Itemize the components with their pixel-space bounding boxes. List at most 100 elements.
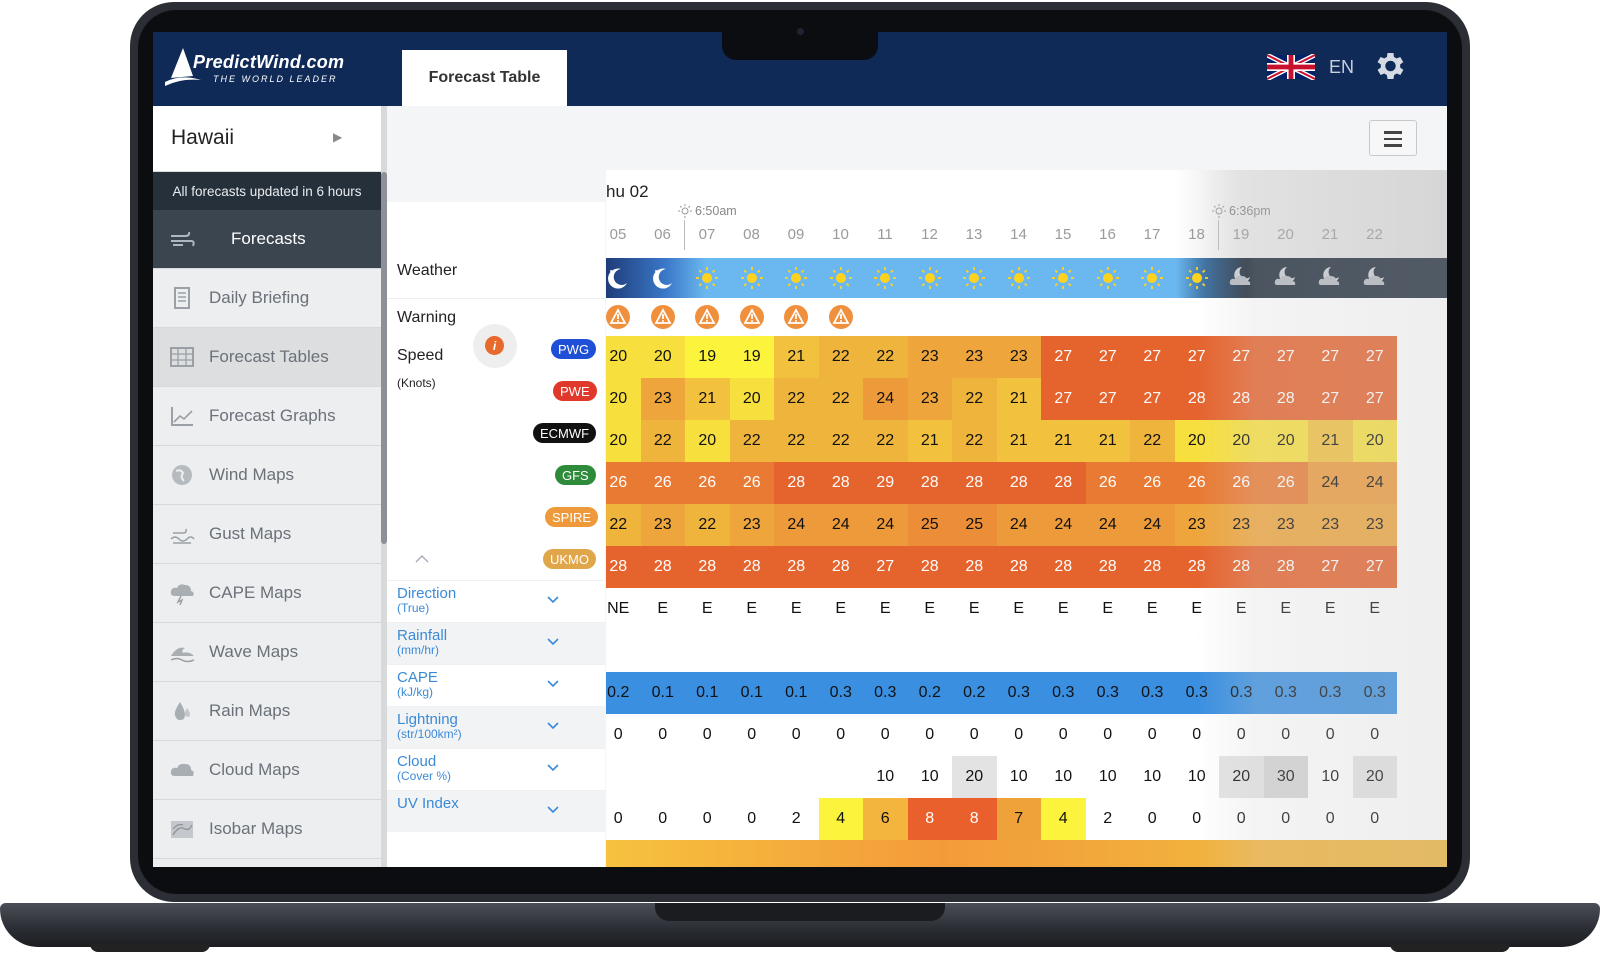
- cloud-unit: (Cover %): [397, 769, 452, 783]
- sidebar-item-wind-maps[interactable]: Wind Maps: [153, 446, 381, 505]
- hour-label: 05: [609, 226, 627, 243]
- row-labels: Weather Warning Speed (Knots) i PWG PWE …: [387, 202, 605, 867]
- sidebar-item-daily-briefing[interactable]: Daily Briefing: [153, 269, 381, 328]
- gear-icon[interactable]: [1371, 48, 1407, 84]
- model-badge-spire[interactable]: SPIRE: [545, 507, 599, 527]
- wind-speed-cell: 28: [1263, 378, 1308, 420]
- hour-label: 12: [921, 226, 938, 243]
- model-name: UKMO: [550, 551, 589, 567]
- wind-speed-cell: 23: [640, 504, 685, 546]
- model-badge-gfs[interactable]: GFS: [555, 465, 596, 485]
- wind-speed-cell: 21: [1041, 420, 1086, 462]
- wind-speed-cell: 23: [1308, 504, 1353, 546]
- direction-row-toggle[interactable]: Direction (True): [387, 580, 605, 622]
- sidebar-item-isobar-maps[interactable]: Isobar Maps: [153, 800, 381, 859]
- cape-row-toggle[interactable]: CAPE (kJ/kg): [387, 664, 605, 706]
- model-name: PWE: [560, 383, 590, 399]
- wind-speed-cell: 24: [996, 504, 1041, 546]
- warning-icon[interactable]: [650, 304, 676, 330]
- laptop-base-notch: [655, 903, 945, 921]
- warning-icon[interactable]: [783, 304, 809, 330]
- wind-speed-cell: 23: [907, 336, 952, 378]
- location-selector[interactable]: Hawaii ▶: [153, 106, 381, 172]
- sunset-icon: [1212, 204, 1226, 218]
- cloud-cell: 10: [1130, 756, 1175, 798]
- wind-speed-cell: 22: [952, 420, 997, 462]
- chevron-down-icon: [547, 722, 559, 730]
- wind-speed-cell: 28: [952, 462, 997, 504]
- uv-cell: 0: [1352, 798, 1397, 840]
- document-icon: [174, 287, 190, 309]
- wind-speed-cell: 23: [640, 378, 685, 420]
- direction-cell: E: [924, 600, 936, 617]
- uv-row-toggle[interactable]: UV Index: [387, 790, 605, 832]
- warning-icon[interactable]: [828, 304, 854, 330]
- hour-label: 11: [877, 226, 893, 243]
- wind-speed-cell: 22: [606, 504, 641, 546]
- uk-flag-icon[interactable]: [1267, 54, 1315, 80]
- direction-label: Direction: [397, 585, 457, 602]
- wind-speed-cell: 21: [1085, 420, 1130, 462]
- language-label[interactable]: EN: [1329, 57, 1355, 77]
- lightning-cell: 0: [1370, 726, 1380, 743]
- model-badge-ukmo[interactable]: UKMO: [543, 549, 596, 569]
- wind-speed-cell: 27: [1041, 378, 1086, 420]
- direction-cell: E: [1146, 600, 1158, 617]
- model-badge-pwg[interactable]: PWG: [551, 339, 597, 359]
- wind-speed-cell: 20: [606, 378, 641, 420]
- sidebar-item-rain-maps[interactable]: Rain Maps: [153, 682, 381, 741]
- warning-icon[interactable]: [739, 304, 765, 330]
- uv-cell: 0: [1219, 798, 1264, 840]
- chevron-down-icon: [547, 680, 559, 688]
- wind-speed-cell: 27: [1130, 378, 1175, 420]
- cloud-cell: 10: [1085, 756, 1130, 798]
- sidebar-item-wave-maps[interactable]: Wave Maps: [153, 623, 381, 682]
- wind-speed-cell: 27: [1219, 336, 1264, 378]
- tab-forecast-table[interactable]: Forecast Table: [402, 50, 567, 106]
- sidebar-item-cape-maps[interactable]: CAPE Maps: [153, 564, 381, 623]
- wind-speed-cell: 22: [863, 420, 908, 462]
- wind-speed-cell: 20: [1352, 420, 1397, 462]
- warning-icon[interactable]: [606, 304, 631, 330]
- sun-icon: [785, 267, 807, 289]
- menu-button[interactable]: [1369, 120, 1417, 156]
- uv-cell: 4: [1041, 798, 1086, 840]
- sidebar-item-gust-maps[interactable]: Gust Maps: [153, 505, 381, 564]
- wind-speed-cell: 27: [1085, 378, 1130, 420]
- info-button[interactable]: i: [473, 324, 517, 368]
- wind-speed-cell: 26: [1174, 462, 1219, 504]
- cloud-cell: 10: [1174, 756, 1219, 798]
- sun-icon: [1052, 267, 1074, 289]
- cape-cell: 0.3: [1308, 672, 1353, 714]
- sun-icon: [740, 267, 763, 289]
- wind-speed-cell: 22: [818, 420, 863, 462]
- wind-speed-cell: 28: [907, 462, 952, 504]
- sidebar-scrollbar-thumb[interactable]: [381, 172, 387, 544]
- wind-speed-cell: 24: [1130, 504, 1175, 546]
- cloud-cell: [818, 756, 863, 798]
- sidebar-item-label: Forecasts: [231, 229, 306, 248]
- wind-speed-cell: 24: [818, 504, 863, 546]
- warning-icon[interactable]: [694, 304, 720, 330]
- wind-speed-cell: 21: [907, 420, 952, 462]
- uv-cell: 2: [774, 798, 819, 840]
- wind-speed-cell: 28: [1041, 462, 1086, 504]
- model-badge-pwe[interactable]: PWE: [553, 381, 597, 401]
- update-status: All forecasts updated in 6 hours: [153, 172, 381, 210]
- model-badge-ecmwf[interactable]: ECMWF: [533, 423, 597, 443]
- sidebar-item-forecast-graphs[interactable]: Forecast Graphs: [153, 387, 381, 446]
- collapse-chevron-icon[interactable]: [415, 554, 429, 564]
- lightning-row-toggle[interactable]: Lightning (str/100km²): [387, 706, 605, 748]
- wind-speed-cell: 27: [1263, 336, 1308, 378]
- logo[interactable]: PredictWind.com THE WORLD LEADER: [163, 46, 363, 90]
- uv-cell: 0: [1130, 798, 1175, 840]
- sidebar-item-cloud-maps[interactable]: Cloud Maps: [153, 741, 381, 800]
- lightning-cell: 0: [747, 726, 757, 743]
- wave-icon: [170, 647, 195, 663]
- rainfall-row-toggle[interactable]: Rainfall (mm/hr): [387, 622, 605, 664]
- cloud-row-toggle[interactable]: Cloud (Cover %): [387, 748, 605, 790]
- sidebar-item-forecast-tables[interactable]: Forecast Tables: [153, 328, 381, 387]
- wind-speed-cell: 22: [640, 420, 685, 462]
- globe-icon: [172, 465, 192, 485]
- sidebar-item-forecasts[interactable]: Forecasts: [153, 210, 381, 269]
